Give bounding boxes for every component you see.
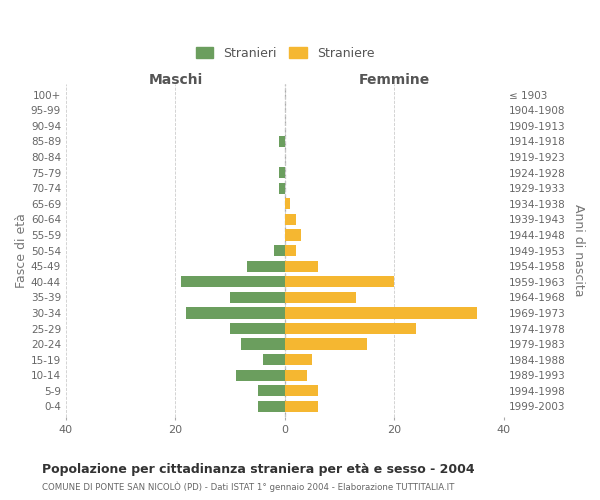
Bar bbox=[230, 323, 285, 334]
Bar bbox=[263, 354, 285, 366]
Text: Maschi: Maschi bbox=[148, 73, 203, 87]
Bar bbox=[280, 136, 285, 147]
Bar bbox=[247, 260, 285, 272]
Legend: Stranieri, Straniere: Stranieri, Straniere bbox=[196, 46, 374, 60]
Bar bbox=[257, 386, 285, 396]
Bar bbox=[230, 292, 285, 303]
Bar bbox=[280, 167, 285, 178]
Bar bbox=[285, 308, 476, 318]
Bar bbox=[241, 338, 285, 349]
Bar bbox=[285, 386, 318, 396]
Bar bbox=[285, 292, 356, 303]
Y-axis label: Anni di nascita: Anni di nascita bbox=[572, 204, 585, 297]
Bar bbox=[181, 276, 285, 287]
Bar bbox=[285, 401, 318, 412]
Text: COMUNE DI PONTE SAN NICOLÒ (PD) - Dati ISTAT 1° gennaio 2004 - Elaborazione TUTT: COMUNE DI PONTE SAN NICOLÒ (PD) - Dati I… bbox=[42, 481, 454, 492]
Bar bbox=[285, 276, 394, 287]
Bar bbox=[285, 338, 367, 349]
Text: Femmine: Femmine bbox=[359, 73, 430, 87]
Bar bbox=[285, 230, 301, 240]
Bar bbox=[285, 214, 296, 225]
Y-axis label: Fasce di età: Fasce di età bbox=[15, 213, 28, 288]
Bar bbox=[285, 245, 296, 256]
Bar bbox=[285, 370, 307, 381]
Bar bbox=[187, 308, 285, 318]
Text: Popolazione per cittadinanza straniera per età e sesso - 2004: Popolazione per cittadinanza straniera p… bbox=[42, 462, 475, 475]
Bar bbox=[236, 370, 285, 381]
Bar bbox=[285, 323, 416, 334]
Bar bbox=[274, 245, 285, 256]
Bar bbox=[285, 260, 318, 272]
Bar bbox=[285, 354, 312, 366]
Bar bbox=[285, 198, 290, 209]
Bar bbox=[280, 182, 285, 194]
Bar bbox=[257, 401, 285, 412]
